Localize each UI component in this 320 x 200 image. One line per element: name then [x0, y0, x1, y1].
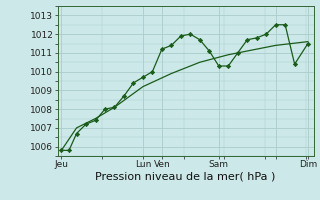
X-axis label: Pression niveau de la mer( hPa ): Pression niveau de la mer( hPa ) [95, 172, 276, 182]
